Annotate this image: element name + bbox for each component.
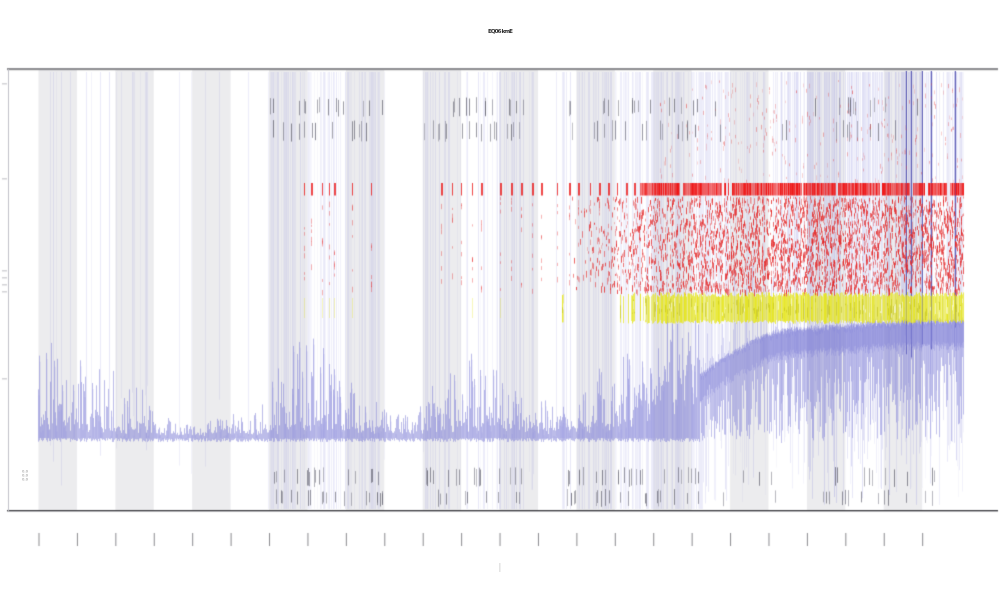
x-axis-label: I bbox=[499, 561, 501, 575]
y-axis-corner-label-line: 0.0 bbox=[22, 477, 29, 482]
y-axis-corner-label: 0.0 0.0 0.0 bbox=[22, 470, 28, 481]
y-axis-corner-label-line: 0.0 bbox=[22, 469, 29, 474]
y-axis-corner-label-line: 0.0 bbox=[22, 473, 29, 478]
